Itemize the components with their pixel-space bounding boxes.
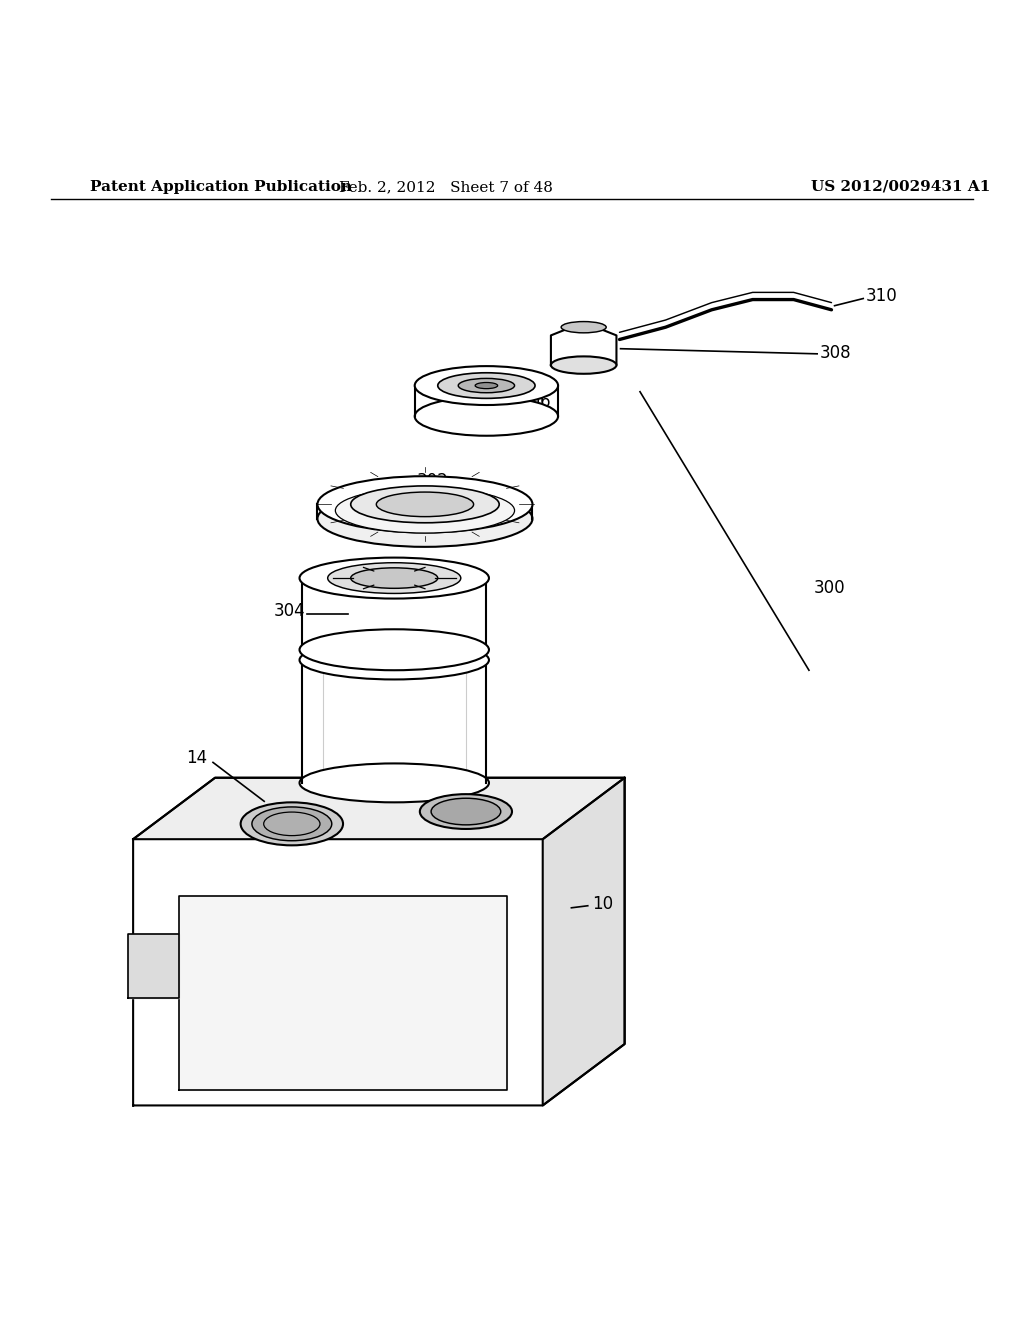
Ellipse shape: [475, 383, 498, 388]
Text: Patent Application Publication: Patent Application Publication: [90, 180, 352, 194]
Text: FIG.7: FIG.7: [180, 1071, 270, 1100]
Ellipse shape: [317, 477, 532, 532]
Text: US 2012/0029431 A1: US 2012/0029431 A1: [811, 180, 991, 194]
Ellipse shape: [317, 491, 532, 546]
Text: 308: 308: [819, 343, 851, 362]
Polygon shape: [551, 327, 616, 366]
Text: 302: 302: [417, 471, 449, 490]
Polygon shape: [179, 895, 507, 1090]
Ellipse shape: [252, 807, 332, 841]
Ellipse shape: [336, 488, 514, 533]
Ellipse shape: [328, 562, 461, 594]
Text: 14: 14: [185, 750, 207, 767]
Ellipse shape: [438, 372, 535, 399]
Polygon shape: [128, 935, 179, 998]
Text: Feb. 2, 2012   Sheet 7 of 48: Feb. 2, 2012 Sheet 7 of 48: [339, 180, 552, 194]
Text: 306: 306: [519, 393, 551, 411]
Ellipse shape: [431, 799, 501, 825]
Text: 310: 310: [865, 288, 897, 305]
Ellipse shape: [561, 322, 606, 333]
Text: 304: 304: [273, 602, 305, 620]
Ellipse shape: [377, 492, 473, 516]
Text: 10: 10: [592, 895, 613, 912]
Ellipse shape: [420, 795, 512, 829]
Ellipse shape: [458, 379, 514, 393]
Ellipse shape: [415, 366, 558, 405]
Ellipse shape: [299, 763, 489, 803]
Ellipse shape: [299, 557, 489, 598]
Ellipse shape: [299, 640, 489, 680]
Polygon shape: [133, 777, 625, 1105]
Text: 300: 300: [814, 579, 846, 598]
Polygon shape: [133, 777, 625, 840]
Ellipse shape: [415, 397, 558, 436]
Ellipse shape: [551, 356, 616, 374]
Ellipse shape: [350, 486, 500, 523]
Ellipse shape: [299, 630, 489, 671]
Ellipse shape: [241, 803, 343, 845]
Polygon shape: [543, 777, 625, 1105]
Ellipse shape: [350, 568, 438, 589]
